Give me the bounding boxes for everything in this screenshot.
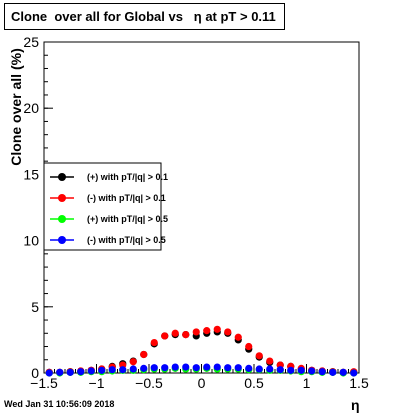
axis-ticks: −1.5 −1 −0.5 0 0.5 1 1.5 0 5 10 15 20 25	[23, 34, 369, 391]
y-tick-label: 25	[23, 34, 39, 50]
data-point-series-4	[245, 364, 253, 372]
data-point-series-4	[308, 367, 316, 375]
data-point-series-4	[87, 367, 95, 375]
x-tick-label: −1.5	[30, 375, 58, 391]
data-point-series-4	[161, 364, 169, 372]
x-tick-label: 1.5	[349, 375, 369, 391]
legend-marker	[58, 215, 66, 223]
data-point-series-2	[255, 352, 263, 360]
data-point-series-4	[66, 368, 74, 376]
data-point-series-2	[129, 358, 137, 366]
x-tick-label: 0.5	[244, 375, 264, 391]
y-tick-label: 15	[23, 166, 39, 182]
legend-marker	[58, 173, 66, 181]
data-point-series-2	[203, 327, 211, 335]
legend: (+) with pT/|q| > 0.1 (-) with pT/|q| > 0…	[43, 162, 168, 251]
data-point-series-4	[77, 368, 85, 376]
y-tick-label: 5	[31, 299, 39, 315]
data-point-series-4	[56, 368, 64, 376]
timestamp: Wed Jan 31 10:56:09 2018	[4, 399, 115, 409]
data-point-series-4	[213, 363, 221, 371]
data-point-series-4	[350, 369, 358, 377]
data-point-series-4	[140, 364, 148, 372]
data-point-series-4	[150, 364, 158, 372]
data-point-series-4	[129, 365, 137, 373]
legend-marker	[58, 236, 66, 244]
data-point-series-4	[108, 366, 116, 374]
data-point-series-2	[224, 328, 232, 336]
data-point-series-4	[171, 363, 179, 371]
data-point-series-4	[203, 363, 211, 371]
data-point-series-2	[171, 329, 179, 337]
x-tick-label: 1	[303, 375, 311, 391]
data-point-series-4	[318, 368, 326, 376]
data-point-series-4	[276, 366, 284, 374]
data-point-series-2	[182, 331, 190, 339]
data-point-series-2	[161, 332, 169, 340]
data-point-series-4	[98, 366, 106, 374]
data-point-series-4	[255, 365, 263, 373]
data-point-series-4	[234, 364, 242, 372]
data-point-series-4	[339, 368, 347, 376]
legend-entry-label: (-) with pT/|q| > 0.5	[87, 235, 166, 245]
data-point-series-2	[140, 350, 148, 359]
y-tick-label: 20	[23, 100, 39, 116]
legend-marker	[58, 194, 66, 202]
x-axis-label: η	[351, 397, 360, 413]
data-point-series-4	[45, 369, 53, 377]
x-tick-label: −0.5	[135, 375, 163, 391]
legend-entry-label: (+) with pT/|q| > 0.1	[87, 172, 168, 182]
data-point-series-4	[287, 366, 295, 374]
x-tick-label: −1	[89, 375, 105, 391]
data-point-series-4	[119, 366, 127, 374]
data-point-series-2	[234, 333, 242, 341]
legend-entry-label: (+) with pT/|q| > 0.5	[87, 214, 168, 224]
chart-title: Clone over all for Global vs η at pT > 0…	[4, 3, 285, 30]
data-point-series-2	[213, 325, 221, 333]
data-point-series-4	[182, 363, 190, 371]
data-point-series-4	[224, 364, 232, 372]
data-point-series-2	[192, 328, 200, 336]
data-point-series-4	[192, 364, 200, 372]
x-tick-label: 0	[198, 375, 206, 391]
data-point-series-2	[266, 357, 274, 365]
data-point-series-2	[245, 342, 253, 351]
y-axis-label: Clone over all (%)	[8, 48, 24, 165]
data-points	[45, 325, 358, 377]
data-point-series-2	[150, 338, 158, 347]
y-tick-label: 0	[31, 365, 39, 381]
y-tick-label: 10	[23, 233, 39, 249]
legend-entry-label: (-) with pT/|q| > 0.1	[87, 193, 166, 203]
data-point-series-4	[266, 365, 274, 373]
data-point-series-4	[297, 366, 305, 374]
data-point-series-4	[329, 368, 337, 376]
